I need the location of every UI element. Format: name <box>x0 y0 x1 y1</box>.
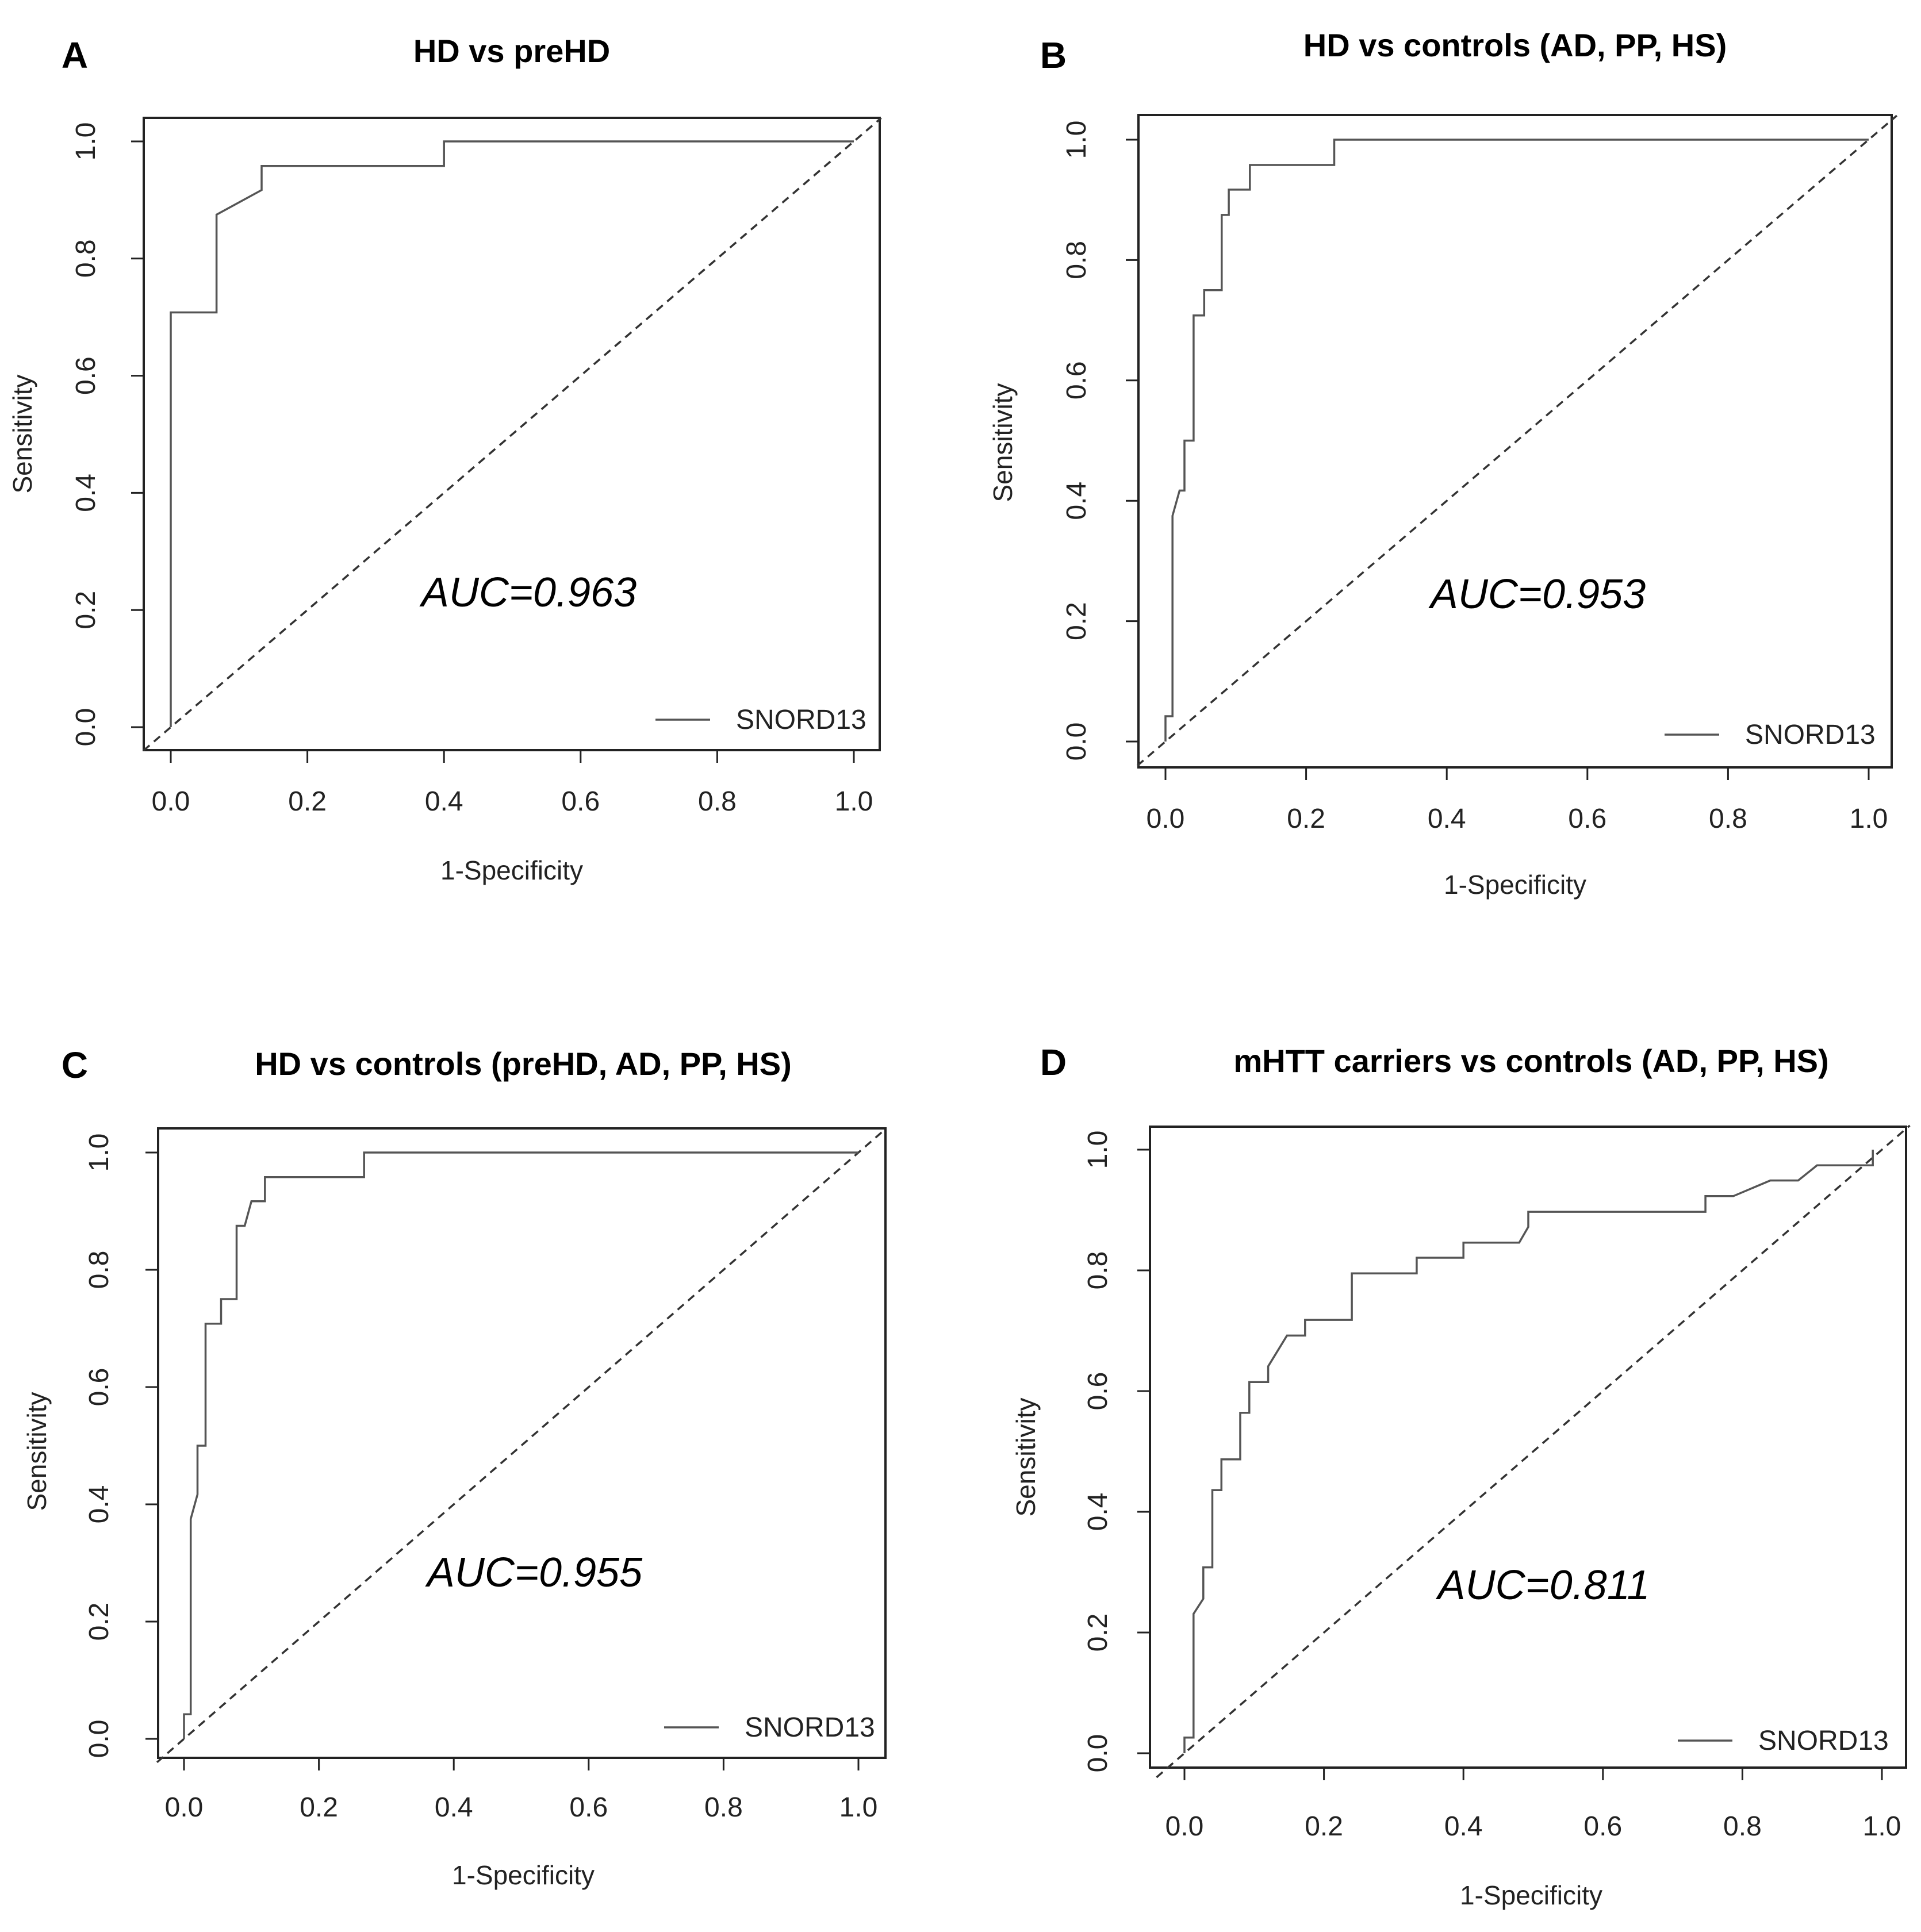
panel-letter: A <box>62 34 88 76</box>
legend-label: SNORD13 <box>1745 720 1876 750</box>
y-tick-label: 0.4 <box>71 474 101 512</box>
x-tick-label: 0.8 <box>704 1792 743 1823</box>
y-tick-label: 0.8 <box>1061 241 1092 279</box>
chart-title: HD vs preHD <box>413 33 610 69</box>
y-tick-label: 0.4 <box>1083 1493 1113 1531</box>
x-axis-label: 1-Specificity <box>440 855 583 885</box>
x-tick-label: 0.6 <box>561 786 600 817</box>
x-tick-label: 1.0 <box>1863 1811 1901 1842</box>
chart-title: mHTT carriers vs controls (AD, PP, HS) <box>1233 1043 1828 1079</box>
y-tick-label: 0.6 <box>1083 1372 1113 1411</box>
roc-curve-snord13 <box>1183 1150 1874 1753</box>
y-tick-label: 1.0 <box>84 1134 114 1172</box>
x-tick-label: 0.2 <box>288 786 327 817</box>
y-tick-label: 0.6 <box>84 1368 114 1407</box>
y-tick-label: 0.8 <box>71 239 101 278</box>
plot-frame <box>1137 114 1893 769</box>
reference-diagonal <box>156 1128 887 1764</box>
y-tick-label: 0.4 <box>84 1485 114 1524</box>
x-tick-label: 1.0 <box>1850 804 1888 834</box>
x-tick-label: 0.6 <box>569 1792 608 1823</box>
auc-annotation: AUC=0.963 <box>419 570 637 616</box>
x-tick-label: 0.8 <box>698 786 737 817</box>
panel-letter: C <box>62 1044 88 1086</box>
chart-title: HD vs controls (AD, PP, HS) <box>1303 27 1727 63</box>
y-tick-label: 0.6 <box>71 356 101 395</box>
plot-frame <box>1149 1126 1907 1769</box>
reference-diagonal <box>1156 1124 1911 1779</box>
y-tick-label: 0.2 <box>1083 1614 1113 1652</box>
x-axis-label: 1-Specificity <box>1460 1880 1602 1910</box>
y-tick-label: 0.8 <box>1083 1251 1113 1290</box>
x-tick-label: 0.0 <box>165 1792 204 1823</box>
x-tick-label: 0.8 <box>1723 1811 1762 1842</box>
legend-label: SNORD13 <box>1758 1726 1889 1756</box>
y-axis-label: Sensitivity <box>1011 1397 1041 1516</box>
y-tick-label: 1.0 <box>1083 1131 1113 1169</box>
y-tick-label: 0.2 <box>71 591 101 629</box>
y-axis-label: Sensitivity <box>988 383 1018 502</box>
x-tick-label: 0.6 <box>1568 804 1606 834</box>
reference-diagonal <box>1136 114 1898 767</box>
chart-title: HD vs controls (preHD, AD, PP, HS) <box>255 1046 792 1082</box>
auc-annotation: AUC=0.953 <box>1428 571 1646 617</box>
x-tick-label: 1.0 <box>839 1792 878 1823</box>
x-tick-label: 0.2 <box>1305 1811 1343 1842</box>
roc-curve-snord13 <box>183 1151 858 1739</box>
y-tick-label: 0.0 <box>84 1720 114 1758</box>
y-tick-label: 0.6 <box>1061 361 1092 400</box>
x-axis-label: 1-Specificity <box>452 1860 595 1890</box>
panel-letter: D <box>1040 1042 1067 1083</box>
y-tick-label: 1.0 <box>1061 121 1092 159</box>
x-axis-label: 1-Specificity <box>1444 870 1586 900</box>
panel-a: A HD vs preHD 0.0 0.2 0.4 0.6 0.8 1.0 0.0 0.2 0.4 0… <box>7 33 882 885</box>
y-axis-label: Sensitivity <box>22 1392 52 1511</box>
x-tick-label: 0.2 <box>300 1792 338 1823</box>
y-tick-label: 0.0 <box>1061 723 1092 761</box>
roc-curve-snord13 <box>170 140 854 727</box>
y-tick-label: 0.0 <box>71 708 101 747</box>
x-tick-label: 0.0 <box>152 786 190 817</box>
auc-annotation: AUC=0.955 <box>425 1550 643 1596</box>
y-axis-label: Sensitivity <box>7 374 37 493</box>
x-tick-label: 0.2 <box>1287 804 1325 834</box>
legend-label: SNORD13 <box>736 705 866 735</box>
y-tick-label: 0.4 <box>1061 482 1092 520</box>
legend-label: SNORD13 <box>745 1712 875 1743</box>
reference-diagonal <box>143 117 882 752</box>
plot-frame <box>157 1127 887 1759</box>
x-tick-label: 0.8 <box>1709 804 1747 834</box>
plot-frame <box>143 117 881 751</box>
x-tick-label: 0.4 <box>435 1792 473 1823</box>
roc-curve-snord13 <box>1164 139 1869 742</box>
x-tick-label: 0.4 <box>1428 804 1466 834</box>
x-tick-label: 0.4 <box>1444 1811 1483 1842</box>
x-tick-label: 0.0 <box>1165 1811 1204 1842</box>
y-tick-label: 0.0 <box>1083 1734 1113 1773</box>
auc-annotation: AUC=0.811 <box>1436 1562 1650 1608</box>
y-tick-label: 0.8 <box>84 1251 114 1289</box>
x-tick-label: 1.0 <box>835 786 873 817</box>
x-tick-label: 0.0 <box>1147 804 1185 834</box>
y-tick-label: 0.2 <box>1061 602 1092 640</box>
panel-c: C HD vs controls (preHD, AD, PP, HS) 0.0 0.… <box>22 1044 887 1890</box>
x-tick-label: 0.6 <box>1583 1811 1622 1842</box>
x-tick-label: 0.4 <box>425 786 463 817</box>
panel-b: B HD vs controls (AD, PP, HS) 0.0 0.2 0.4 0.6… <box>988 27 1898 900</box>
y-tick-label: 1.0 <box>71 122 101 161</box>
panel-letter: B <box>1040 34 1067 76</box>
y-tick-label: 0.2 <box>84 1603 114 1641</box>
